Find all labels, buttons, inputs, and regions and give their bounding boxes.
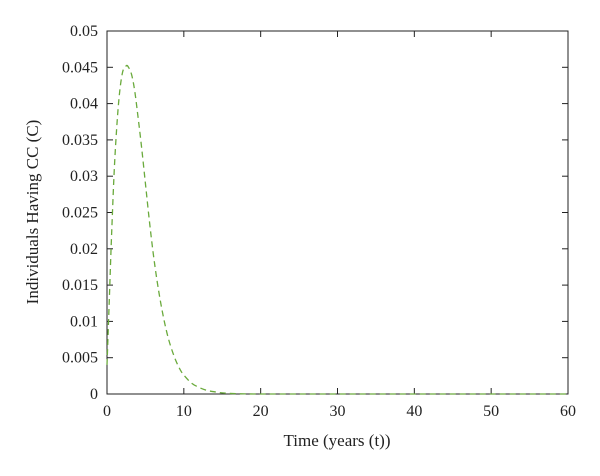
y-tick-label: 0.02: [70, 241, 98, 258]
y-axis: 0 0.005 0.01 0.015 0.02 0.025 0.03 0.035 0.04 0.0…: [62, 23, 568, 403]
series-line: [106, 64, 568, 395]
y-tick-label: 0.03: [70, 168, 98, 185]
y-tick-label: 0.04: [70, 96, 98, 113]
y-tick-label: 0.05: [70, 23, 98, 40]
x-tick-label: 10: [176, 403, 192, 420]
y-tick-label: 0.045: [62, 59, 98, 76]
x-tick-label: 0: [103, 403, 111, 420]
y-tick-label: 0.005: [62, 350, 98, 367]
y-tick-label: 0.035: [62, 132, 98, 149]
x-tick-label: 30: [330, 403, 346, 420]
y-tick-label: 0.025: [62, 205, 98, 222]
plot-area-frame: [106, 30, 569, 395]
x-tick-label: 20: [253, 403, 269, 420]
y-tick-label: 0.01: [70, 313, 98, 330]
x-tick-label: 40: [406, 403, 422, 420]
x-tick-label: 60: [560, 403, 576, 420]
y-tick-label: 0.015: [62, 277, 98, 294]
x-axis-label: Time (years (t)): [283, 431, 390, 450]
y-tick-label: 0: [90, 386, 98, 403]
x-tick-label: 50: [483, 403, 499, 420]
series-layer: [106, 64, 568, 395]
x-axis: 0 10 20 30 40 50 60: [103, 31, 576, 420]
y-axis-label: Individuals Having CC (C): [23, 120, 42, 305]
